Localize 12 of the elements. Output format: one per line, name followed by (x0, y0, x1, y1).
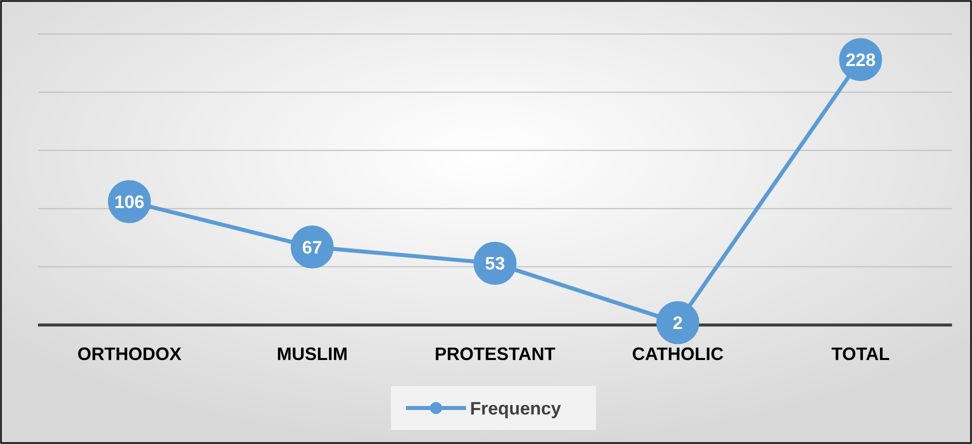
data-label: 53 (484, 254, 506, 274)
x-tick-label: CATHOLIC (632, 344, 724, 364)
x-tick-label: ORTHODOX (77, 344, 182, 364)
x-tick-label: TOTAL (831, 344, 890, 364)
data-label: 67 (302, 237, 322, 258)
x-tick-label: MUSLIM (276, 344, 348, 364)
legend-label: Frequency (470, 398, 562, 418)
data-label: 228 (846, 50, 876, 70)
x-tick-label: PROTESTANT (434, 344, 556, 364)
point (656, 301, 700, 344)
data-label: 2 (672, 312, 683, 333)
data-label: 106 (114, 192, 144, 212)
